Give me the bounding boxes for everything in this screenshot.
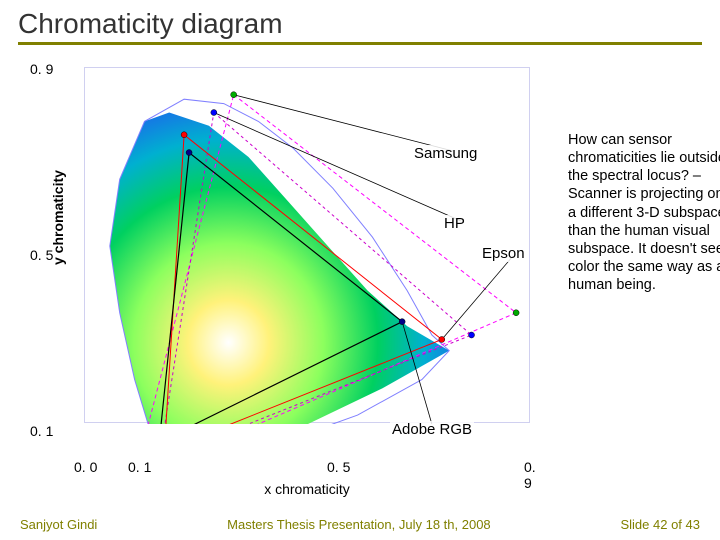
title-bar: Chromaticity diagram (18, 8, 702, 45)
chart-area: 0. 9 0. 5 0. 1 y chromaticity 0. 0 0. 1 … (72, 55, 542, 435)
footer-author: Sanjyot Gindi (20, 517, 97, 532)
chromaticity-svg (85, 68, 531, 424)
xtick-2: 0. 5 (327, 459, 350, 475)
xtick-3: 0. 9 (524, 459, 542, 491)
content-area: 0. 9 0. 5 0. 1 y chromaticity 0. 0 0. 1 … (18, 51, 702, 435)
x-axis-label: x chromaticity (264, 481, 350, 497)
xtick-0: 0. 0 (74, 459, 97, 475)
callout-adobe: Adobe RGB (390, 421, 474, 438)
plot-inner (84, 67, 530, 423)
side-explanation: How can sensor chromaticities lie outsid… (568, 131, 720, 294)
slide: Chromaticity diagram 0. 9 0. 5 0. 1 y ch… (0, 0, 720, 540)
footer-center: Masters Thesis Presentation, July 18 th,… (97, 517, 620, 532)
footer-slide-number: Slide 42 of 43 (620, 517, 700, 532)
callout-samsung: Samsung (412, 145, 479, 162)
callout-epson: Epson (480, 245, 527, 262)
callout-hp: HP (442, 215, 467, 232)
y-axis-label: y chromaticity (50, 170, 66, 265)
plot-outer (72, 55, 542, 435)
ytick-0: 0. 9 (30, 61, 53, 77)
xtick-1: 0. 1 (128, 459, 151, 475)
footer: Sanjyot Gindi Masters Thesis Presentatio… (0, 517, 720, 532)
ytick-2: 0. 1 (30, 423, 53, 439)
slide-title: Chromaticity diagram (18, 8, 702, 40)
